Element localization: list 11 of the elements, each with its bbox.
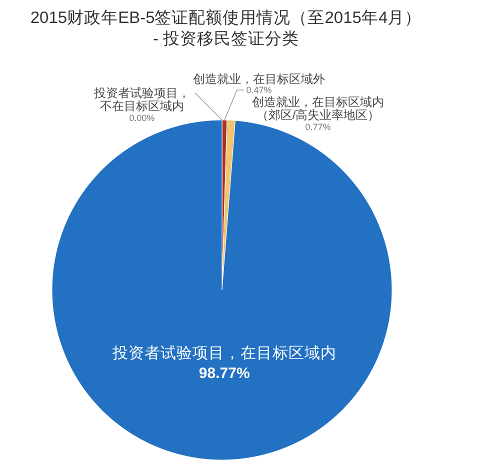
slice-label: 投资者试验项目，在目标区域内 — [111, 344, 336, 362]
slice-label: 创造就业，在目标区域内（郊区/高失业率地区） — [252, 95, 384, 122]
chart-subtitle: - 投资移民签证分类 — [152, 30, 300, 48]
chart-title: 2015财政年EB-5签证配额使用情况（至2015年4月） — [30, 8, 422, 27]
text: 0.00% — [129, 113, 155, 123]
pie-slice — [52, 120, 392, 460]
data-label: 0.47% — [246, 85, 272, 95]
data-label: 0.77% — [305, 122, 331, 132]
legend-label: 投资者试验项目，不在目标区域内 — [93, 86, 190, 113]
data-label: 98.77% — [198, 364, 250, 382]
slice-label: 创造就业，在目标区域外 — [193, 72, 325, 86]
